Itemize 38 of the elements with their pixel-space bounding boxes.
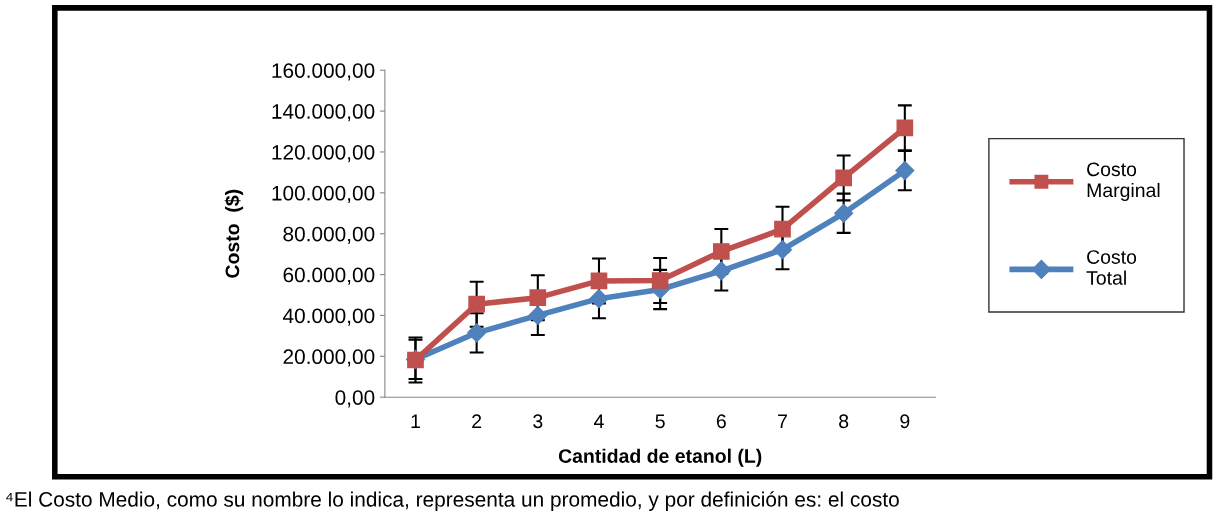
x-axis-title: Cantidad de etanol (L) <box>558 448 762 467</box>
point <box>468 295 485 313</box>
x-tick-label: 9 <box>900 414 910 429</box>
x-tick-label: 4 <box>594 414 604 428</box>
x-tick-label: 7 <box>778 414 787 428</box>
y-tick-label: 0,00 <box>335 390 375 408</box>
text: ⁴El Costo Medio, como su nombre lo indica, representa un promedio, y por definición es: el costo <box>6 491 899 511</box>
y-tick-label: 40.000,00 <box>282 308 375 326</box>
point <box>590 272 608 290</box>
y-tick-label: 20.000,00 <box>283 349 375 367</box>
y-tick-label: 80.000,00 <box>283 226 375 244</box>
point <box>835 169 853 187</box>
point <box>896 119 914 137</box>
x-tick-label: 5 <box>655 414 665 429</box>
x-tick-label: 2 <box>472 414 482 428</box>
x-tick-label: 1 <box>411 414 420 428</box>
point <box>774 220 791 238</box>
x-tick-label: 3 <box>533 414 543 429</box>
point <box>467 323 487 343</box>
point <box>711 261 731 281</box>
point <box>651 272 669 289</box>
point <box>589 289 609 309</box>
y-axis-title: Costo ($) <box>224 189 244 278</box>
point <box>834 203 854 223</box>
x-tick-label: 8 <box>839 414 849 429</box>
point <box>712 243 730 260</box>
point <box>772 240 793 260</box>
point <box>529 289 547 307</box>
point <box>528 305 548 325</box>
y-tick-label: 100.000,00 <box>272 185 375 204</box>
legend-label: Costo Total <box>1086 250 1137 285</box>
legend-label: Costo Marginal <box>1087 162 1160 202</box>
x-tick-label: 6 <box>716 414 726 429</box>
y-tick-label: 120.000,00 <box>272 144 375 163</box>
y-tick-label: 160.000,00 <box>272 63 375 81</box>
y-tick-label: 60.000,00 <box>283 267 375 285</box>
point <box>895 161 915 181</box>
y-tick-label: 140.000,00 <box>272 104 375 122</box>
